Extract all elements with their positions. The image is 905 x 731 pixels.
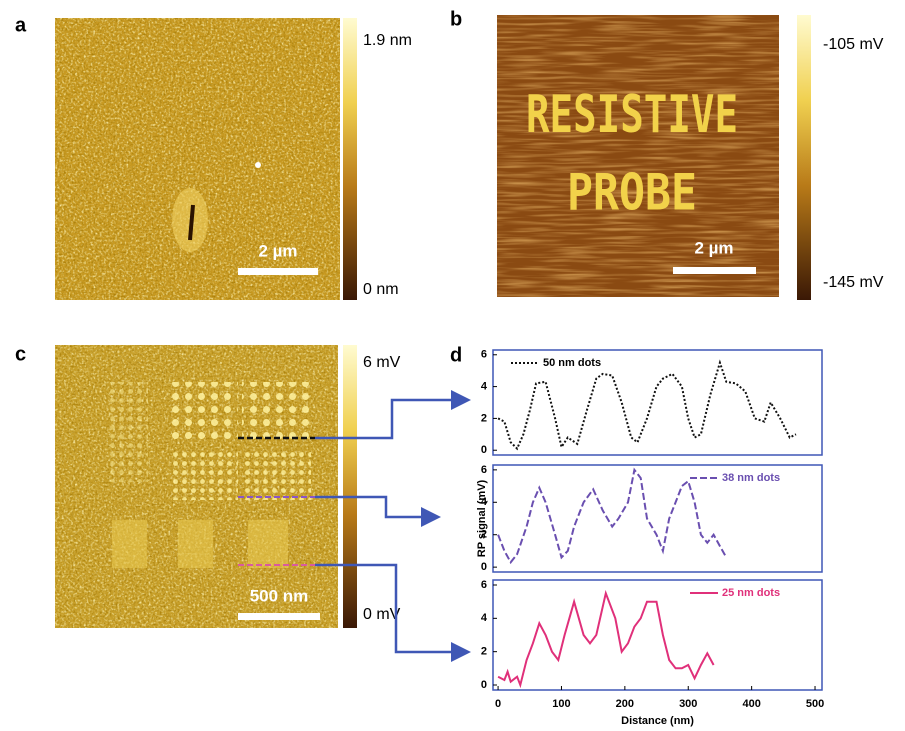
colorbar-min: 0 nm [363, 281, 399, 298]
plot-frame [492, 464, 823, 573]
dot-array [172, 382, 238, 440]
arrow [315, 495, 441, 527]
y-axis-label: RP signal (mV) [476, 479, 488, 557]
y-tick-label: 4 [481, 612, 488, 624]
plot-frame [492, 579, 823, 691]
x-tick-label: 100 [552, 698, 570, 710]
legend-label: 25 nm dots [722, 587, 780, 599]
legend-label: 38 nm dots [722, 472, 780, 484]
colorbar-max: -105 mV [823, 36, 884, 53]
data-line [497, 359, 797, 451]
legend-label: 50 nm dots [543, 357, 601, 369]
dot-array [242, 382, 312, 440]
dot-array [172, 452, 238, 500]
dot-array [248, 520, 288, 568]
panel-letter: c [15, 343, 26, 365]
y-tick-label: 6 [481, 349, 487, 361]
image-texture [497, 15, 779, 297]
scale-bar-label: 2 µm [694, 238, 733, 257]
image-texture [55, 18, 340, 300]
data-line [497, 589, 715, 689]
scale-bar [673, 267, 756, 274]
colorbar [343, 345, 357, 628]
y-tick-label: 4 [481, 496, 488, 508]
colorbar [797, 15, 811, 300]
image-text: RESISTIVE [526, 85, 738, 145]
x-tick-label: 300 [679, 698, 697, 710]
x-tick-label: 400 [742, 698, 760, 710]
colorbar [343, 18, 357, 300]
x-tick-label: 500 [806, 698, 824, 710]
panel-letter: d [450, 344, 462, 366]
y-tick-label: 0 [481, 561, 487, 573]
arrow [315, 390, 471, 440]
colorbar-max: 6 mV [363, 354, 401, 371]
dot-array [178, 520, 213, 568]
y-tick-label: 4 [481, 380, 488, 392]
y-tick-label: 2 [481, 529, 487, 541]
y-tick-label: 2 [481, 646, 487, 658]
dot-array [245, 452, 311, 500]
colorbar-min: -145 mV [823, 274, 884, 291]
plot-frame [492, 349, 823, 456]
x-axis-label: Distance (nm) [621, 715, 694, 727]
panel-letter: b [450, 8, 462, 30]
colorbar-min: 0 mV [363, 606, 401, 623]
arrow [315, 563, 471, 662]
y-tick-label: 0 [481, 679, 487, 691]
y-tick-label: 6 [481, 464, 487, 476]
image-feature [255, 162, 261, 168]
scale-bar-label: 500 nm [250, 586, 309, 605]
scale-bar [238, 613, 320, 620]
dot-array [112, 520, 147, 568]
colorbar-max: 1.9 nm [363, 32, 412, 49]
scale-bar-label: 2 µm [258, 241, 297, 260]
panel-letter: a [15, 14, 27, 36]
y-tick-label: 2 [481, 412, 487, 424]
image-text: PROBE [567, 164, 697, 222]
x-tick-label: 0 [495, 698, 501, 710]
dot-array [108, 382, 148, 482]
y-tick-label: 0 [481, 444, 487, 456]
scale-bar [238, 268, 318, 275]
image-feature [188, 204, 195, 241]
y-tick-label: 6 [481, 579, 487, 591]
x-tick-label: 200 [616, 698, 634, 710]
data-line [497, 467, 728, 565]
